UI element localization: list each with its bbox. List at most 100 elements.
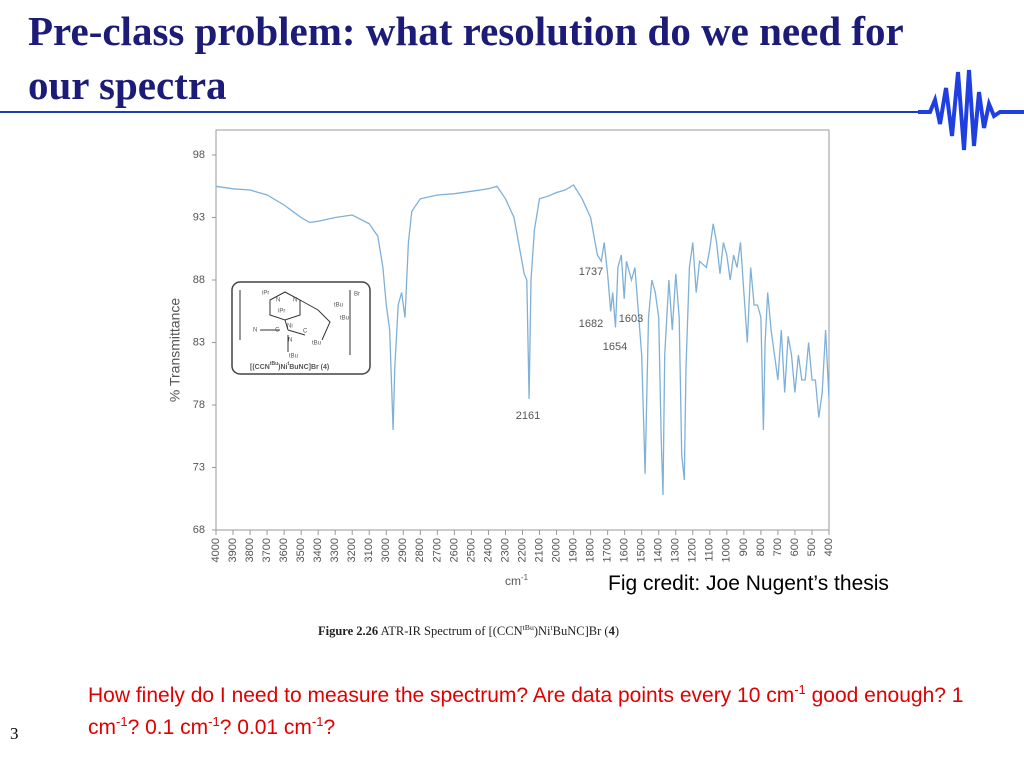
x-tick-label: 500 [806,538,818,556]
x-tick-label: 2800 [414,538,426,562]
y-tick-label: 68 [193,524,205,536]
structure-label: C [275,328,280,334]
structure-label: N [293,298,297,304]
structure-label: N [276,298,280,304]
figure-caption: Figure 2.26 ATR-IR Spectrum of [(CCNtBu)… [318,622,619,639]
x-tick-label: 1800 [585,538,597,562]
x-tick-label: 2400 [482,538,494,562]
x-tick-label: 2600 [448,538,460,562]
x-tick-label: 1300 [670,538,682,562]
structure-label: C [303,329,308,335]
x-axis-label-part: -1 [521,573,529,582]
credit: Fig credit: Joe Nugent’s thesis [608,572,889,595]
annotation: 1737 [579,266,603,278]
x-tick-label: 1200 [687,538,699,562]
question-text: -1 [311,714,324,729]
x-tick-label: 3100 [363,538,375,562]
structure-name-part: t [288,361,290,367]
x-tick-label: 3400 [312,538,324,562]
y-tick-label: 98 [193,149,205,161]
y-axis-label: % Transmittance [167,298,183,402]
caption-text: Figure 2.26 [318,624,379,638]
structure-label: N [253,328,257,334]
x-tick-label: 2700 [431,538,443,562]
x-tick-label: 2300 [499,538,511,562]
structure-name: [(CCNtBu)NitBuNC]Br (4) [250,361,329,371]
structure-name-part: )Ni [278,364,287,371]
x-tick-label: 3800 [244,538,256,562]
x-tick-label: 3200 [346,538,358,562]
x-tick-label: 4000 [210,538,222,562]
x-tick-label: 3300 [329,538,341,562]
caption-text: 4 [608,624,615,638]
structure-label: tBu [340,316,349,322]
question-text: good enough? 1 cm [88,684,964,739]
structure-label: tBu [312,341,321,347]
annotation: 2161 [516,410,540,422]
y-tick-label: 78 [193,399,205,411]
annotation: 1603 [619,313,643,325]
x-tick-label: 3900 [227,538,239,562]
x-tick-label: 2000 [550,538,562,562]
structure-label: Br [354,292,360,298]
x-tick-label: 1700 [602,538,614,562]
annotation: 1654 [603,341,627,353]
caption-text: )Ni [533,624,551,638]
x-axis-label: cm-1 [505,573,529,588]
caption-text: t [550,622,553,632]
structure-label: tBu [289,354,298,360]
x-tick-label: 900 [738,538,750,556]
y-tick-label: 93 [193,211,205,223]
x-tick-label: 3600 [278,538,290,562]
question-text: -1 [116,714,128,729]
structure-name-part: [(CCN [250,364,270,371]
question-text: ? 0.01 cm [219,716,312,739]
x-tick-label: 3500 [295,538,307,562]
structure-name-part: tBu [270,361,278,367]
x-tick-label: 2200 [516,538,528,562]
question-text: ? 0.1 cm [127,716,209,739]
structure-name-part: BuNC]Br (4) [289,364,329,371]
x-tick-label: 1500 [636,538,648,562]
x-tick-label: 3000 [380,538,392,562]
x-tick-label: 2900 [397,538,409,562]
question-text: How finely do I need to measure the spec… [88,684,795,707]
caption-text: ATR-IR Spectrum of [(CCN [378,624,523,638]
caption-text: BuNC]Br ( [552,624,609,638]
structure-label: iPr [262,291,269,297]
annotation: 1682 [579,318,603,330]
question: How finely do I need to measure the spec… [88,680,978,744]
wave-logo [918,69,1024,151]
question-text: -1 [208,714,220,729]
question-text: -1 [794,682,806,697]
x-tick-label: 600 [789,538,801,556]
x-tick-label: 1900 [567,538,579,562]
x-tick-label: 2500 [465,538,477,562]
y-tick-label: 83 [193,336,205,348]
structure-label: Ni [287,324,293,330]
structure-box [231,281,371,375]
x-tick-label: 2100 [533,538,545,562]
y-tick-label: 88 [193,274,205,286]
question-text: ? [323,716,336,739]
caption-text: ) [614,624,619,638]
x-tick-label: 800 [755,538,767,556]
title: Pre-class problem: what resolution do we… [28,8,903,108]
caption-text: tBu [522,622,534,632]
x-tick-label: 1400 [653,538,665,562]
page-number: 3 [10,724,19,743]
structure-label: iPr [278,309,285,315]
structure-label: N [288,338,292,344]
x-tick-label: 1000 [721,538,733,562]
spectrum-line [215,184,830,496]
x-tick-label: 700 [772,538,784,556]
structure-bonds [239,290,351,355]
x-tick-label: 3700 [261,538,273,562]
structure-label: tBu [334,303,343,309]
y-tick-label: 73 [193,461,205,473]
x-tick-label: 1600 [619,538,631,562]
x-tick-label: 400 [823,538,835,556]
